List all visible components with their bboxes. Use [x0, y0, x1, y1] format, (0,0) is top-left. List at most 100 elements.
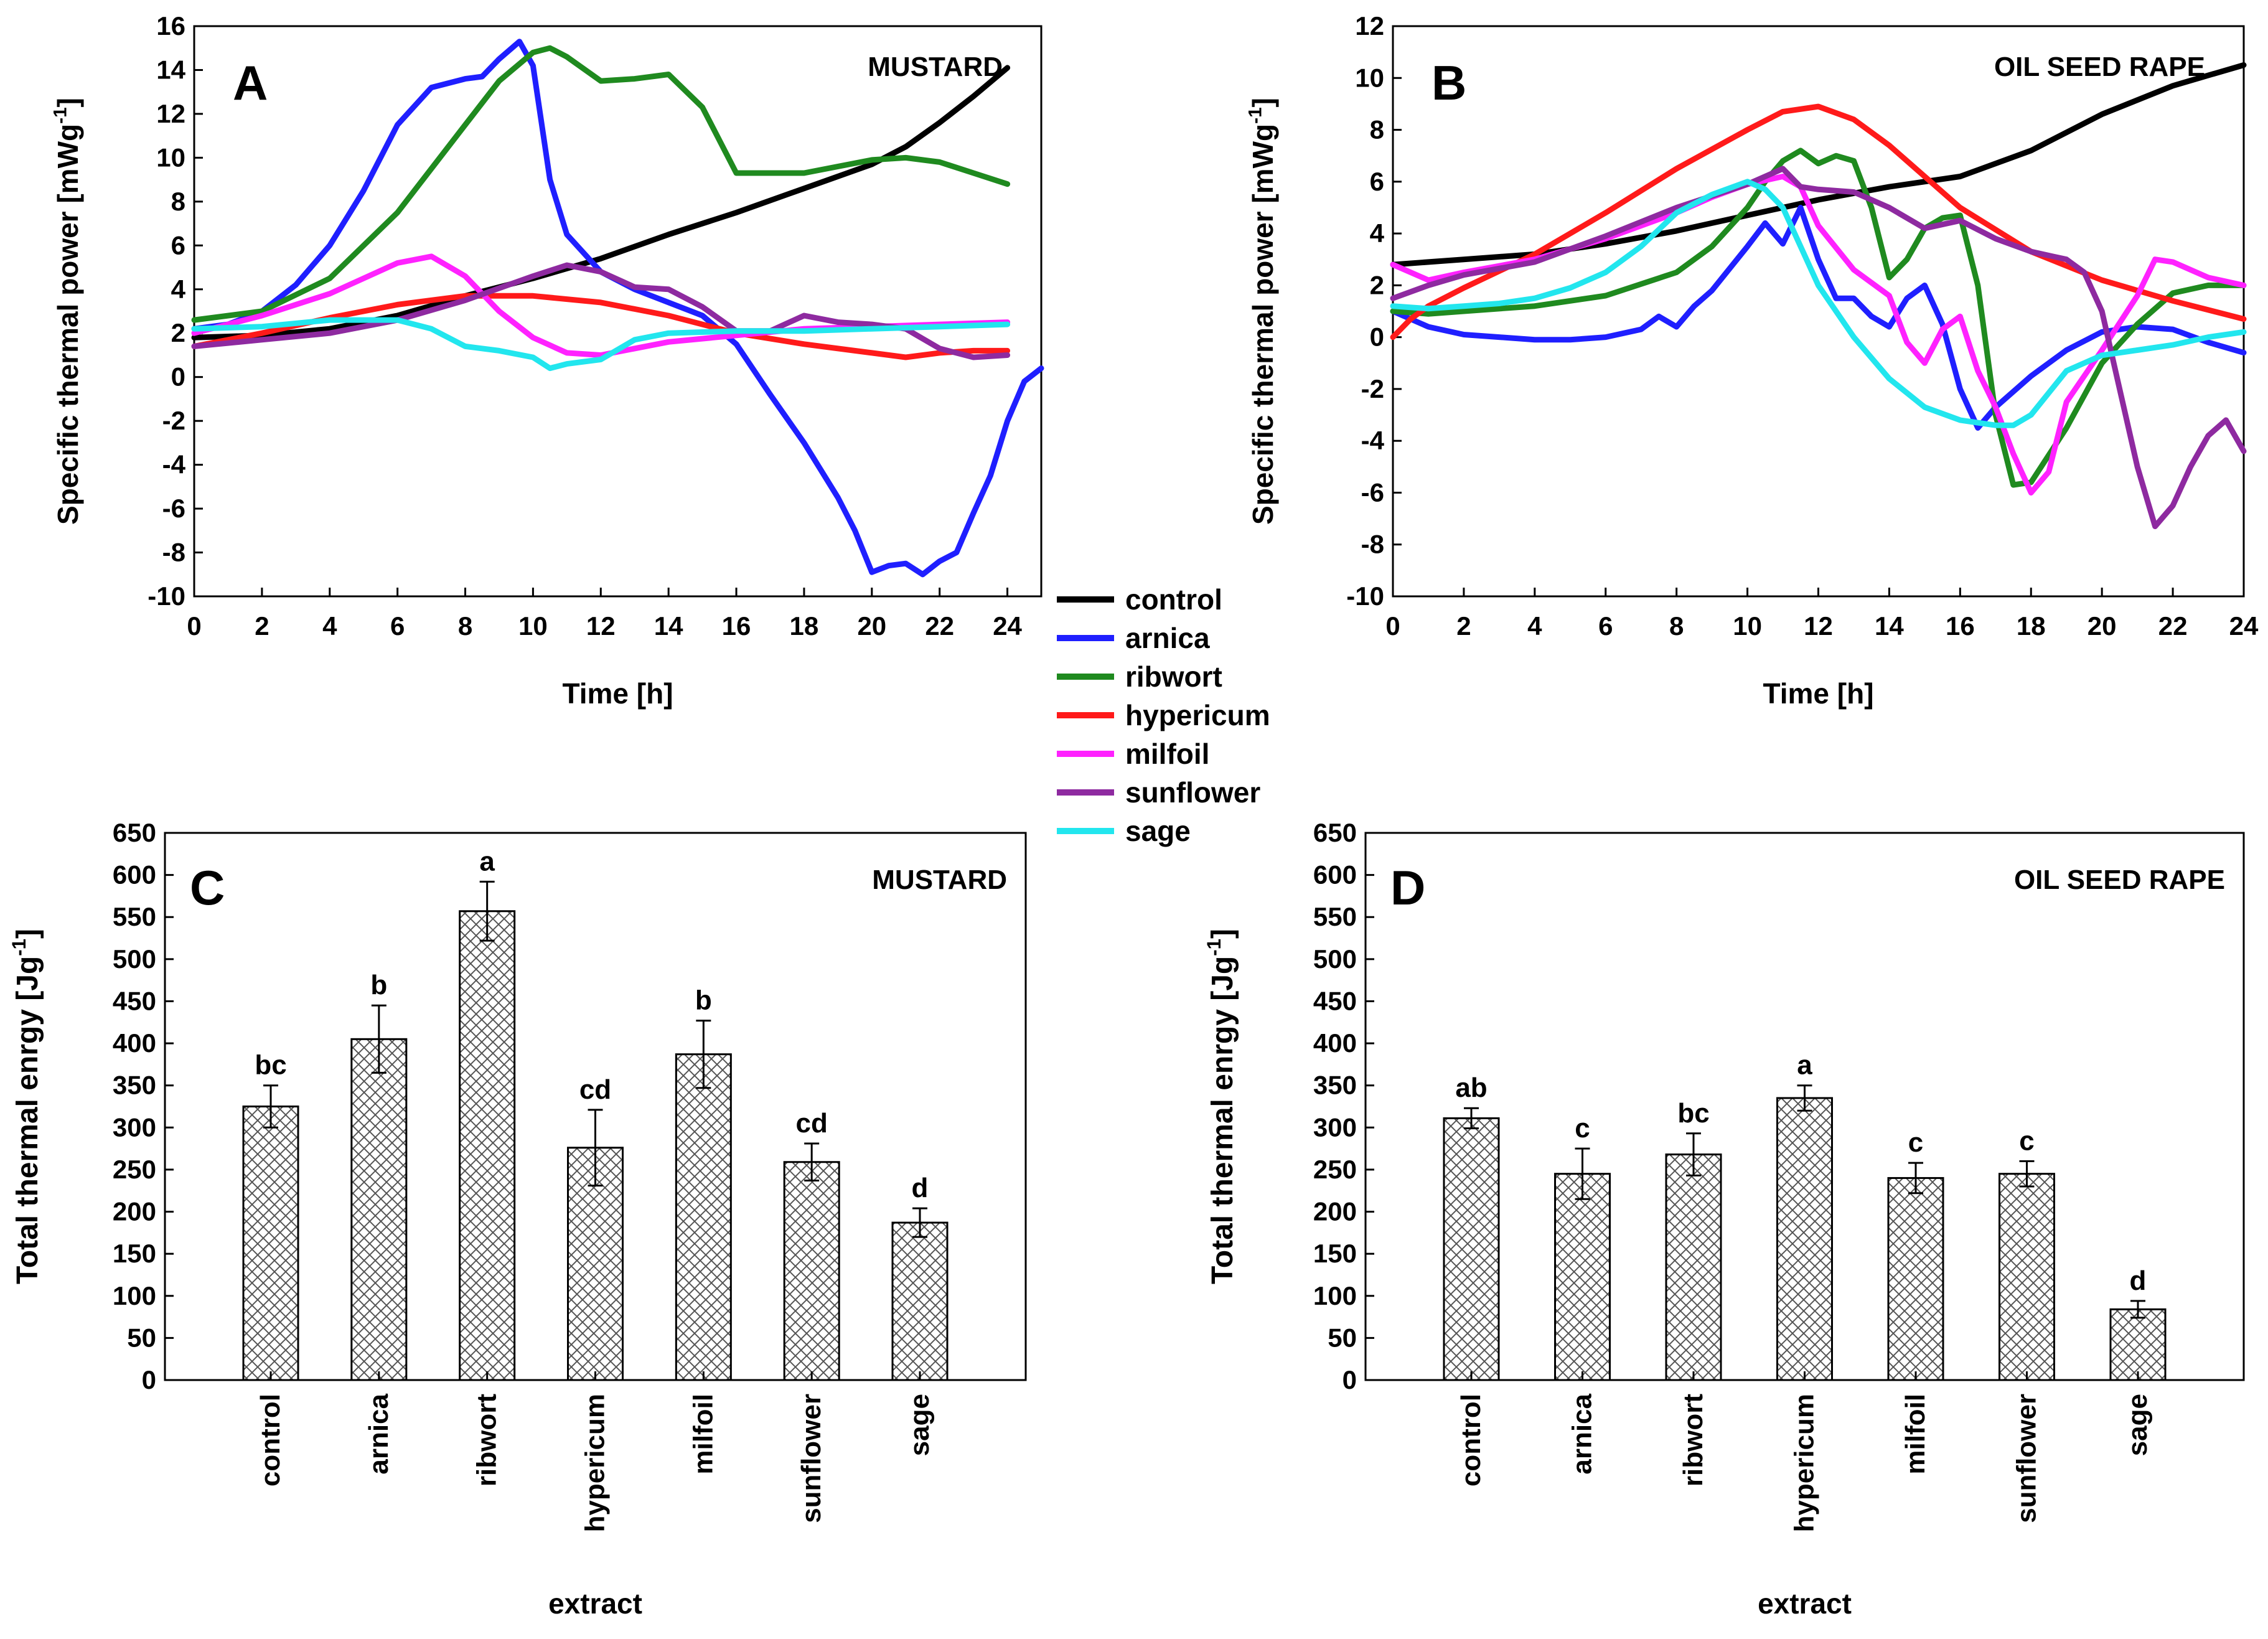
- panel-title: MUSTARD: [868, 52, 1003, 82]
- bar-control: [1443, 1117, 1500, 1381]
- legend-label-sage: sage: [1125, 815, 1191, 847]
- y-tick-label: 300: [1313, 1112, 1357, 1142]
- y-tick-label: 12: [1355, 11, 1384, 40]
- y-tick-label: 250: [1313, 1155, 1357, 1184]
- x-tick-label: 10: [518, 611, 548, 641]
- y-tick-label: 50: [127, 1323, 156, 1352]
- y-tick-label: 200: [113, 1197, 156, 1226]
- bar-sunflower: [783, 1161, 840, 1381]
- x-tick-label: 4: [1527, 611, 1542, 641]
- x-tick-label: 10: [1733, 611, 1762, 641]
- y-tick-label: -10: [1346, 581, 1384, 611]
- y-tick-label: -6: [162, 494, 185, 523]
- panel-letter: A: [233, 55, 268, 110]
- bar-arnica: [350, 1038, 408, 1381]
- x-axis-label: Time [h]: [562, 677, 673, 710]
- y-tick-label: 100: [1313, 1281, 1357, 1310]
- y-tick-label: 14: [156, 55, 185, 84]
- legend-label-milfoil: milfoil: [1125, 738, 1209, 770]
- y-tick-label: 4: [1370, 218, 1385, 248]
- legend-label-arnica: arnica: [1125, 622, 1210, 654]
- y-tick-label: 10: [1355, 63, 1384, 92]
- y-tick-label: 0: [142, 1365, 156, 1394]
- y-axis-label: Specific thermal power [mWg-1]: [50, 98, 84, 525]
- x-tick-label: 8: [458, 611, 472, 641]
- series-line-arnica: [1390, 205, 2247, 431]
- x-tick-label: 20: [857, 611, 886, 641]
- y-tick-label: 2: [1370, 270, 1384, 299]
- series-line-sunflower: [1390, 166, 2247, 530]
- series-line-ribwort: [1390, 148, 2247, 488]
- legend: control arnica ribwort hypericum milfoil sunf…: [1057, 583, 1270, 847]
- x-tick-label: 2: [1456, 611, 1471, 641]
- y-tick-label: 600: [1313, 860, 1357, 890]
- x-tick-label: 6: [390, 611, 405, 641]
- significance-letter: a: [1797, 1050, 1812, 1081]
- y-tick-label: -8: [1361, 530, 1384, 559]
- x-tick-label: 12: [1804, 611, 1833, 641]
- category-label: arnica: [1567, 1393, 1598, 1474]
- significance-letter: d: [2130, 1266, 2147, 1296]
- y-tick-label: 6: [1370, 167, 1384, 196]
- x-axis-label: Time [h]: [1763, 677, 1873, 710]
- significance-letter: b: [695, 985, 712, 1016]
- panel-title: OIL SEED RAPE: [2014, 865, 2225, 895]
- legend-label-control: control: [1125, 583, 1222, 616]
- bar-milfoil: [675, 1053, 732, 1381]
- bar-arnica: [1554, 1173, 1611, 1381]
- y-tick-label: -2: [162, 406, 185, 435]
- x-axis-label: extract: [548, 1587, 642, 1620]
- panel-letter: D: [1390, 860, 1425, 915]
- y-tick-label: -10: [148, 581, 185, 611]
- y-tick-label: 50: [1328, 1323, 1357, 1352]
- y-tick-label: 450: [1313, 986, 1357, 1015]
- x-tick-label: 16: [722, 611, 751, 641]
- significance-letter: c: [1575, 1113, 1590, 1144]
- panel-letter: B: [1432, 55, 1466, 110]
- y-tick-label: 400: [113, 1028, 156, 1058]
- x-tick-label: 18: [790, 611, 819, 641]
- x-tick-label: 12: [586, 611, 616, 641]
- y-tick-label: 150: [1313, 1239, 1357, 1268]
- category-label: milfoil: [688, 1394, 718, 1475]
- category-label: hypericum: [1789, 1394, 1820, 1533]
- y-tick-label: 650: [1313, 818, 1357, 847]
- x-tick-label: 4: [322, 611, 337, 641]
- panel-d-chart: 0 50 100 150 200 250 300 350 400 450 500 550 600 650 a…: [1203, 818, 2245, 1620]
- y-tick-label: 10: [156, 143, 185, 172]
- bar-milfoil: [1887, 1176, 1944, 1381]
- y-tick-label: -4: [1361, 426, 1385, 455]
- x-tick-label: 22: [925, 611, 954, 641]
- significance-letter: c: [2019, 1125, 2034, 1156]
- panel-title: MUSTARD: [872, 865, 1007, 895]
- x-axis-label: extract: [1758, 1587, 1852, 1620]
- category-label: sunflower: [2012, 1394, 2042, 1523]
- bar-ribwort: [1665, 1153, 1722, 1381]
- y-tick-label: 600: [113, 860, 156, 890]
- x-tick-label: 24: [993, 611, 1022, 641]
- y-tick-label: 350: [113, 1071, 156, 1100]
- series-line-arnica: [191, 39, 1044, 578]
- y-axis-label: Total thermal enrgy [Jg-1]: [1203, 929, 1239, 1284]
- category-label: ribwort: [472, 1394, 502, 1486]
- significance-letter: bc: [255, 1050, 286, 1081]
- panel-title: OIL SEED RAPE: [1994, 52, 2205, 82]
- y-tick-label: -2: [1361, 374, 1384, 403]
- x-tick-label: 16: [1946, 611, 1975, 641]
- y-tick-label: 0: [1370, 322, 1384, 352]
- series-line-sunflower: [191, 262, 1011, 360]
- legend-label-sunflower: sunflower: [1125, 776, 1260, 809]
- significance-letter: cd: [579, 1074, 611, 1105]
- series-line-control: [191, 65, 1011, 340]
- category-label: control: [1456, 1394, 1486, 1486]
- x-tick-label: 0: [187, 611, 201, 641]
- y-tick-label: 2: [171, 318, 185, 347]
- y-tick-label: 450: [113, 986, 156, 1015]
- y-axis-label: Total thermal enrgy [Jg-1]: [8, 929, 44, 1284]
- x-tick-label: 20: [2088, 611, 2117, 641]
- significance-letter: bc: [1677, 1098, 1709, 1129]
- y-tick-label: 500: [1313, 944, 1357, 974]
- series-line-ribwort: [191, 45, 1011, 323]
